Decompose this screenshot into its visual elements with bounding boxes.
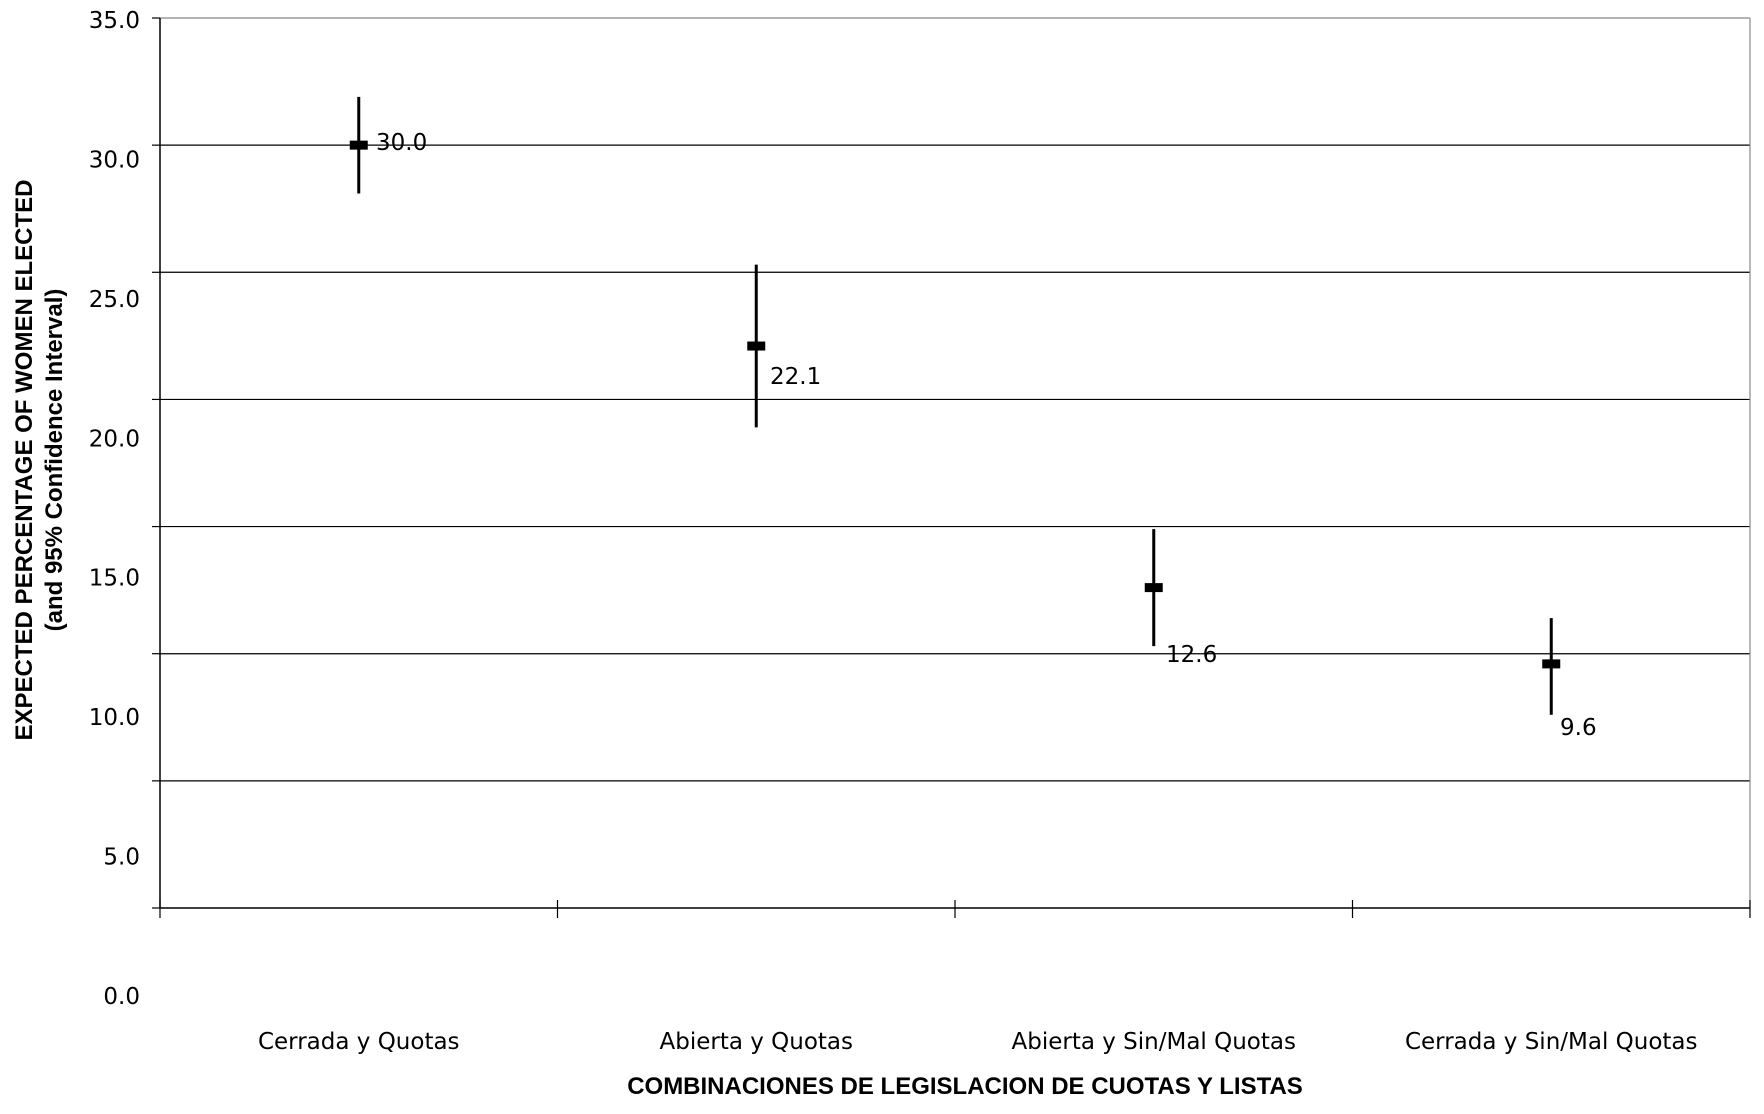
y-tick-label: 25.0 [89,287,140,313]
point-marker [349,140,368,150]
y-axis-title-group: EXPECTED PERCENTAGE OF WOMEN ELECTED (an… [11,180,68,741]
category-label: Cerrada y Sin/Mal Quotas [1405,1029,1698,1055]
y-tick-label: 15.0 [89,566,140,592]
x-tick-marks [159,900,1751,918]
data-label: 22.1 [770,364,821,390]
category-labels: Cerrada y Quotas Abierta y Quotas Abierta … [258,1029,1698,1055]
y-tick-label: 5.0 [103,845,140,871]
data-marks: 30.0 22.1 12.6 9.6 [349,96,1597,741]
data-label: 30.0 [376,130,427,156]
gridlines [160,17,1750,782]
y-axis-title: EXPECTED PERCENTAGE OF WOMEN ELECTED [11,180,38,741]
y-tick-label: 10.0 [89,705,140,731]
y-tick-label: 35.0 [89,8,140,34]
y-tick-labels: 0.0 5.0 10.0 15.0 20.0 25.0 30.0 35.0 [89,8,160,1010]
x-axis-title: COMBINACIONES DE LEGISLACION DE CUOTAS Y… [627,1073,1303,1100]
y-tick-label: 20.0 [89,426,140,452]
point-marker [1144,583,1163,593]
y-tick-label: 0.0 [103,984,140,1010]
category-label: Abierta y Quotas [659,1029,853,1055]
point-marker [1542,659,1561,669]
category-label: Abierta y Sin/Mal Quotas [1012,1029,1296,1055]
y-axis-subtitle: (and 95% Confidence Interval) [41,289,68,632]
point-marker [747,341,766,351]
data-label: 12.6 [1166,642,1217,668]
data-label: 9.6 [1560,715,1597,741]
category-label: Cerrada y Quotas [258,1029,460,1055]
y-tick-label: 30.0 [89,147,140,173]
